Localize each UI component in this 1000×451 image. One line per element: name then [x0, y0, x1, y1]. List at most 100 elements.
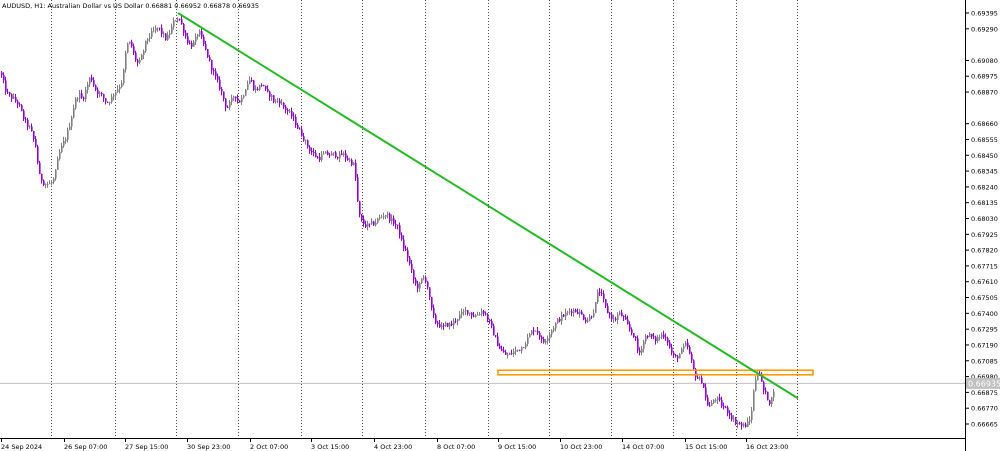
candle-body	[333, 152, 335, 154]
candle-body	[359, 201, 361, 215]
candle-body	[343, 153, 345, 155]
candle-body	[557, 318, 559, 324]
candle-body	[701, 377, 703, 384]
candle-body	[379, 217, 381, 219]
candle-body	[755, 380, 757, 391]
candle-body	[173, 20, 175, 27]
candle-body	[601, 292, 603, 294]
candle-body	[241, 97, 243, 103]
candle-body	[25, 118, 27, 120]
candle-body	[113, 95, 115, 97]
price-tick-label: 0.68030	[971, 215, 998, 223]
candle-body	[673, 352, 675, 356]
candle-body	[729, 413, 731, 416]
candle-body	[773, 391, 775, 398]
candle-body	[95, 85, 97, 90]
candle-body	[101, 93, 103, 95]
candle-body	[373, 221, 375, 226]
candle-body	[401, 235, 403, 240]
candle-body	[561, 314, 563, 322]
candle-body	[171, 26, 173, 34]
candle-body	[399, 225, 401, 236]
candle-body	[49, 183, 51, 185]
candle-body	[11, 94, 13, 99]
candle-body	[713, 400, 715, 403]
grid-lines	[51, 0, 798, 438]
candle-body	[269, 91, 271, 97]
candle-body	[353, 162, 355, 165]
candle-body	[103, 94, 105, 99]
candle-body	[345, 153, 347, 159]
candle-body	[705, 387, 707, 398]
candle-body	[119, 86, 121, 90]
candle-body	[161, 27, 163, 35]
candle-body	[487, 314, 489, 320]
time-axis[interactable]: 24 Sep 2024 26 Sep 07:00 27 Sep 15:00 30 Se…	[1, 438, 788, 451]
current-price-tag: 0.66935	[966, 377, 1000, 389]
candle-body	[655, 337, 657, 342]
candle-body	[141, 55, 143, 61]
candle-body	[147, 38, 149, 41]
candle-body	[471, 312, 473, 316]
candle-body	[489, 319, 491, 322]
candle-body	[145, 40, 147, 52]
time-tick-label: 9 Oct 15:00	[498, 443, 536, 451]
candle-body	[187, 36, 189, 43]
price-tick-label: 0.68555	[971, 136, 998, 144]
candle-body	[495, 335, 497, 337]
candle-body	[205, 44, 207, 50]
candle-body	[651, 333, 653, 337]
candle-body	[763, 381, 765, 391]
candle-body	[497, 336, 499, 347]
candle-body	[15, 97, 17, 102]
candle-body	[191, 43, 193, 47]
candle-body	[275, 101, 277, 102]
candle-body	[195, 36, 197, 42]
candle-body	[229, 101, 231, 108]
candle-body	[717, 397, 719, 400]
candle-body	[551, 330, 553, 335]
candle-body	[71, 117, 73, 127]
candle-body	[417, 283, 419, 289]
candle-body	[737, 423, 739, 425]
candle-body	[419, 282, 421, 289]
support-zone-rectangle[interactable]	[497, 369, 814, 376]
candle-body	[469, 312, 471, 314]
candle-body	[155, 28, 157, 31]
candle-body	[681, 348, 683, 354]
candle-body	[543, 339, 545, 343]
candle-body	[57, 158, 59, 170]
candle-body	[475, 315, 477, 317]
candle-body	[207, 49, 209, 58]
candle-body	[731, 415, 733, 420]
candle-body	[105, 98, 107, 102]
candle-body	[123, 69, 125, 84]
candle-body	[615, 318, 617, 320]
candle-body	[683, 346, 685, 349]
candle-body	[131, 41, 133, 47]
price-tick-label: 0.67190	[971, 341, 998, 349]
candle-body	[273, 95, 275, 102]
candle-body	[19, 104, 21, 106]
candle-body	[87, 84, 89, 90]
candle-body	[635, 336, 637, 339]
price-axis[interactable]: 0.69395 0.69290 0.69080 0.68975 0.68870 0.686…	[965, 10, 998, 429]
candle-body	[183, 24, 185, 33]
candle-body	[669, 342, 671, 348]
candle-body	[295, 116, 297, 125]
candle-body	[715, 399, 717, 401]
candle-body	[85, 89, 87, 100]
candle-body	[457, 318, 459, 322]
candle-body	[591, 316, 593, 318]
descending-trendline[interactable]	[177, 12, 799, 400]
candle-body	[521, 347, 523, 351]
candle-body	[589, 316, 591, 321]
candle-body	[347, 158, 349, 161]
candle-body	[415, 279, 417, 284]
candle-body	[51, 182, 53, 184]
candle-body	[279, 100, 281, 104]
candle-body	[679, 353, 681, 359]
candle-body	[323, 153, 325, 155]
candle-body	[253, 80, 255, 91]
